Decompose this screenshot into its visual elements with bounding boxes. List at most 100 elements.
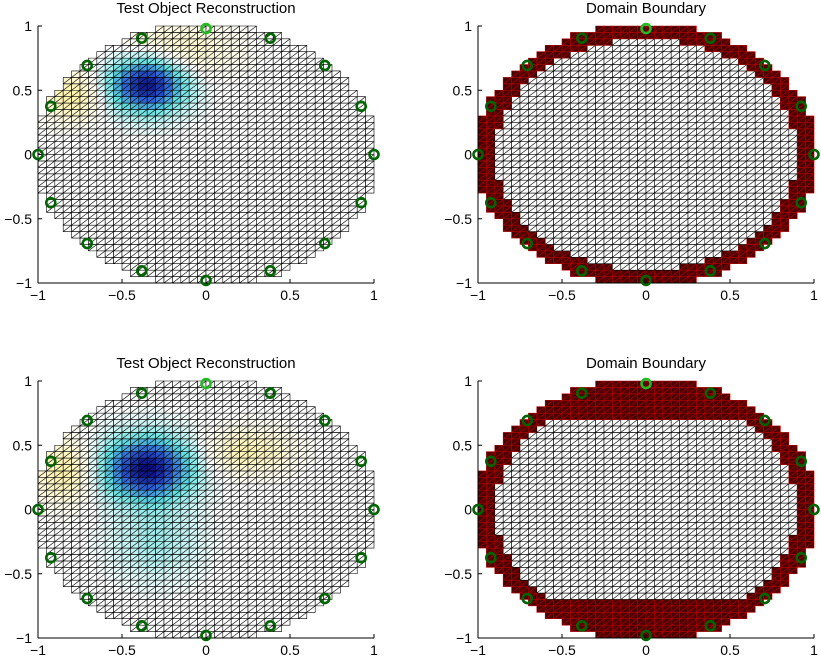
mesh-cell [348, 179, 358, 187]
mesh-cell [712, 592, 722, 600]
mesh-cell [331, 509, 341, 517]
mesh-cell [113, 70, 123, 78]
mesh-cell [670, 470, 680, 478]
mesh-cell [155, 32, 165, 40]
mesh-cell [805, 141, 815, 149]
mesh-cell [62, 96, 72, 104]
mesh-cell [188, 51, 198, 59]
mesh-cell [620, 128, 630, 136]
mesh-cell [637, 128, 647, 136]
mesh-cell [172, 173, 182, 181]
mesh-cell [197, 89, 207, 97]
mesh-cell [654, 560, 664, 568]
mesh-cell [272, 496, 282, 504]
mesh-cell [561, 154, 571, 162]
mesh-cell [289, 579, 299, 587]
mesh-cell [230, 554, 240, 562]
mesh-cell [729, 122, 739, 130]
mesh-cell [586, 483, 596, 491]
mesh-cell [502, 122, 512, 130]
mesh-cell [603, 624, 613, 632]
mesh-cell [670, 419, 680, 427]
mesh-cell [645, 57, 655, 65]
mesh-cell [104, 57, 114, 65]
mesh-cell [239, 115, 249, 123]
mesh-cell [247, 122, 257, 130]
mesh-cell [763, 192, 773, 200]
mesh-cell [620, 573, 630, 581]
mesh-cell [340, 154, 350, 162]
mesh-cell [628, 102, 638, 110]
mesh-cell [662, 51, 672, 59]
mesh-cell [104, 224, 114, 232]
mesh-cell [603, 554, 613, 562]
mesh-cell [486, 528, 496, 536]
mesh-cell [637, 618, 647, 626]
mesh-cell [331, 141, 341, 149]
mesh-cell [687, 237, 697, 245]
mesh-cell [214, 77, 224, 85]
mesh-cell [561, 224, 571, 232]
mesh-cell [687, 141, 697, 149]
mesh-cell [553, 83, 563, 91]
mesh-cell [696, 128, 706, 136]
mesh-cell [687, 25, 697, 33]
mesh-cell [637, 237, 647, 245]
mesh-cell [578, 173, 588, 181]
mesh-cell [113, 109, 123, 117]
mesh-cell [679, 192, 689, 200]
mesh-cell [746, 173, 756, 181]
mesh-cell [528, 192, 538, 200]
mesh-cell [721, 83, 731, 91]
mesh-cell [477, 141, 487, 149]
mesh-cell [306, 173, 316, 181]
mesh-cell [595, 554, 605, 562]
mesh-cell [536, 406, 546, 414]
mesh-cell [570, 199, 580, 207]
mesh-cell [264, 89, 274, 97]
mesh-cell [71, 464, 81, 472]
mesh-cell [340, 496, 350, 504]
mesh-cell [121, 444, 131, 452]
mesh-cell [477, 477, 487, 485]
mesh-cell [146, 44, 156, 52]
mesh-cell [214, 38, 224, 46]
mesh-cell [146, 218, 156, 226]
mesh-cell [612, 122, 622, 130]
mesh-cell [306, 547, 316, 555]
mesh-cell [586, 38, 596, 46]
mesh-cell [88, 515, 98, 523]
mesh-cell [356, 147, 366, 155]
mesh-cell [222, 457, 232, 465]
mesh-cell [553, 541, 563, 549]
mesh-cell [113, 231, 123, 239]
mesh-cell [306, 477, 316, 485]
mesh-cell [146, 457, 156, 465]
mesh-cell [172, 380, 182, 388]
mesh-cell [155, 618, 165, 626]
mesh-cell [356, 167, 366, 175]
mesh-cell [620, 231, 630, 239]
mesh-cell [712, 51, 722, 59]
mesh-cell [771, 192, 781, 200]
mesh-cell [679, 470, 689, 478]
mesh-cell [721, 77, 731, 85]
mesh-cell [696, 573, 706, 581]
mesh-cell [104, 534, 114, 542]
mesh-cell [704, 109, 714, 117]
mesh-cell [553, 438, 563, 446]
mesh-cell [561, 483, 571, 491]
mesh-cell [264, 167, 274, 175]
mesh-cell [544, 128, 554, 136]
mesh-cell [46, 134, 56, 142]
mesh-cell [138, 534, 148, 542]
mesh-cell [712, 212, 722, 220]
mesh-cell [502, 579, 512, 587]
mesh-cell [561, 528, 571, 536]
mesh-cell [88, 96, 98, 104]
mesh-cell [222, 618, 232, 626]
mesh-cell [306, 579, 316, 587]
mesh-cell [197, 541, 207, 549]
mesh-cell [298, 586, 308, 594]
mesh-cell [780, 102, 790, 110]
